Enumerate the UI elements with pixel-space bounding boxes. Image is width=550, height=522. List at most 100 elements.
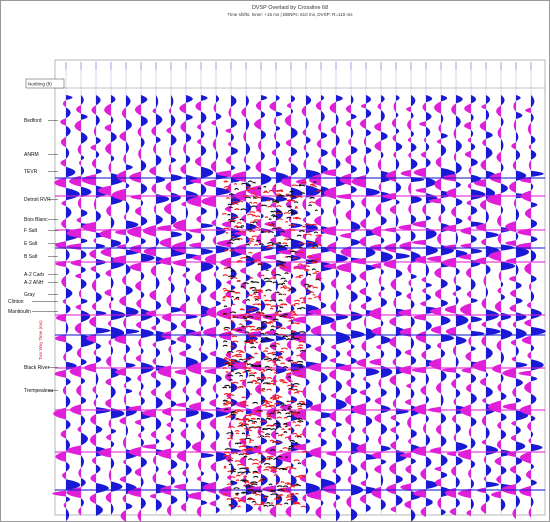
overlay-wiggle: [224, 249, 228, 252]
lobe-positive: [96, 272, 101, 280]
lobe-positive: [456, 296, 459, 305]
lobe-positive: [486, 463, 492, 477]
overlay-wiggle: [254, 382, 261, 385]
overlay-wiggle: [288, 249, 294, 252]
lobe-negative: [359, 493, 366, 505]
overlay-wiggle: [248, 242, 252, 245]
lobe-negative: [104, 124, 111, 132]
overlay-wiggle: [244, 312, 252, 315]
overlay-wiggle: [290, 412, 299, 415]
lobe-negative: [317, 432, 321, 439]
lobe-positive: [66, 95, 73, 101]
overlay-wiggle: [280, 303, 284, 306]
overlay-wiggle: [255, 361, 260, 364]
lobe-positive: [81, 377, 86, 385]
overlay-wiggle: [272, 215, 278, 218]
lobe-positive: [291, 349, 294, 357]
lobe-negative: [526, 469, 531, 480]
lobe-positive: [261, 213, 264, 219]
overlay-wiggle: [265, 269, 269, 272]
lobe-positive: [456, 441, 468, 452]
lobe-negative: [330, 344, 336, 350]
lobe-positive: [486, 386, 493, 398]
overlay-wiggle: [245, 434, 251, 437]
lobe-negative: [400, 483, 411, 492]
lobe-positive: [141, 497, 146, 510]
overlay-wiggle: [294, 424, 301, 427]
overlay-wiggle: [247, 333, 253, 336]
lobe-positive: [201, 500, 208, 506]
overlay-wiggle: [299, 349, 307, 352]
lobe-positive: [81, 266, 86, 274]
horizon-label: Detroit RVR: [24, 197, 51, 203]
lobe-negative: [363, 136, 366, 147]
lobe-positive: [381, 251, 393, 263]
lobe-negative: [420, 151, 426, 159]
lobe-negative: [467, 137, 471, 143]
lobe-positive: [456, 95, 463, 104]
lobe-positive: [261, 436, 268, 445]
lobe-negative: [377, 435, 381, 446]
lobe-positive: [231, 95, 237, 107]
overlay-wiggle: [236, 410, 244, 413]
overlay-wiggle: [234, 430, 240, 432]
lobe-positive: [171, 353, 174, 366]
overlay-wiggle: [258, 263, 263, 266]
lobe-negative: [314, 418, 321, 427]
plot-frame: [54, 59, 546, 516]
overlay-wiggle: [228, 463, 233, 466]
overlay-wiggle: [276, 310, 282, 313]
overlay-wiggle: [228, 488, 233, 491]
lobe-positive: [441, 370, 447, 382]
lobe-positive: [171, 495, 178, 505]
lobe-positive: [231, 284, 236, 291]
lobe-negative: [152, 341, 156, 348]
lobe-positive: [246, 304, 260, 314]
lobe-positive: [96, 342, 102, 350]
overlay-wiggle: [247, 489, 255, 492]
lobe-positive: [441, 508, 446, 516]
lobe-positive: [321, 301, 327, 309]
lobe-negative: [393, 297, 396, 309]
overlay-wiggle: [289, 492, 295, 495]
overlay-wiggle: [278, 299, 283, 302]
lobe-negative: [123, 153, 126, 165]
overlay-wiggle: [286, 199, 293, 202]
overlay-wiggle: [262, 370, 266, 373]
overlay-wiggle: [269, 299, 277, 302]
lobe-positive: [66, 125, 71, 137]
lobe-positive: [486, 287, 489, 298]
overlay-wiggle: [245, 418, 250, 421]
lobe-negative: [136, 298, 141, 309]
lobe-negative: [151, 325, 156, 331]
lobe-negative: [391, 117, 396, 129]
overlay-wiggle: [251, 462, 260, 465]
overlay-wiggle: [287, 407, 292, 410]
overlay-wiggle: [315, 270, 320, 273]
lobe-negative: [361, 196, 366, 208]
lobe-negative: [371, 225, 381, 238]
lobe-negative: [150, 430, 156, 439]
lobe-positive: [126, 220, 139, 230]
lobe-negative: [52, 490, 66, 497]
lobe-negative: [318, 156, 321, 165]
lobe-positive: [501, 281, 504, 288]
lobe-positive: [321, 148, 328, 157]
lobe-positive: [351, 371, 355, 379]
lobe-positive: [276, 140, 281, 149]
lobe-positive: [516, 425, 521, 435]
lobe-negative: [108, 469, 111, 482]
lobe-positive: [141, 476, 144, 488]
overlay-wiggle: [258, 388, 264, 391]
overlay-wiggle: [223, 451, 231, 454]
lobe-negative: [413, 167, 426, 178]
overlay-wiggle: [263, 468, 270, 471]
lobe-negative: [481, 415, 486, 427]
lobe-positive: [381, 151, 384, 159]
lobe-negative: [497, 382, 501, 393]
lobe-negative: [224, 371, 231, 383]
lobe-positive: [351, 311, 363, 322]
lobe-positive: [456, 498, 460, 508]
lobe-positive: [141, 425, 145, 433]
overlay-wiggle: [280, 347, 289, 350]
